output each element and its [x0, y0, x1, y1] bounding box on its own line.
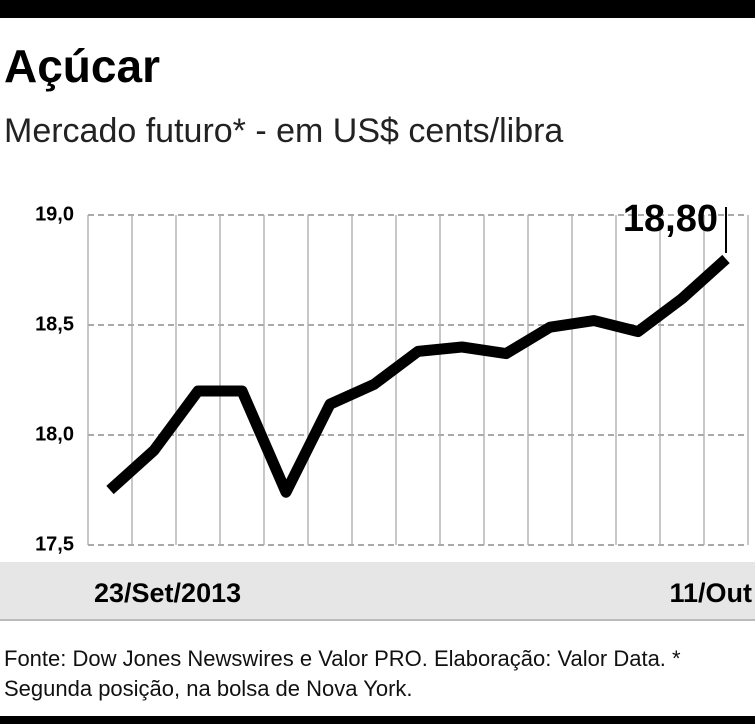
x-tick-label: 23/Set/2013	[94, 578, 241, 608]
series-line	[106, 254, 730, 498]
x-tick-label: 11/Out	[669, 578, 752, 608]
chart-title: Açúcar	[4, 40, 160, 92]
bottom-rule	[0, 716, 755, 724]
chart-subtitle: Mercado futuro* - em US$ cents/libra	[4, 112, 563, 150]
y-tick-label: 17,5	[35, 533, 74, 555]
x-band	[0, 562, 755, 620]
y-tick-label: 18,5	[35, 313, 74, 335]
y-tick-label: 19,0	[35, 203, 74, 225]
source: Fonte: Dow Jones Newswires e Valor PRO. …	[4, 646, 681, 701]
top-rule	[0, 0, 755, 18]
value-label: 18,80	[623, 198, 718, 240]
y-tick-label: 18,0	[35, 423, 74, 445]
